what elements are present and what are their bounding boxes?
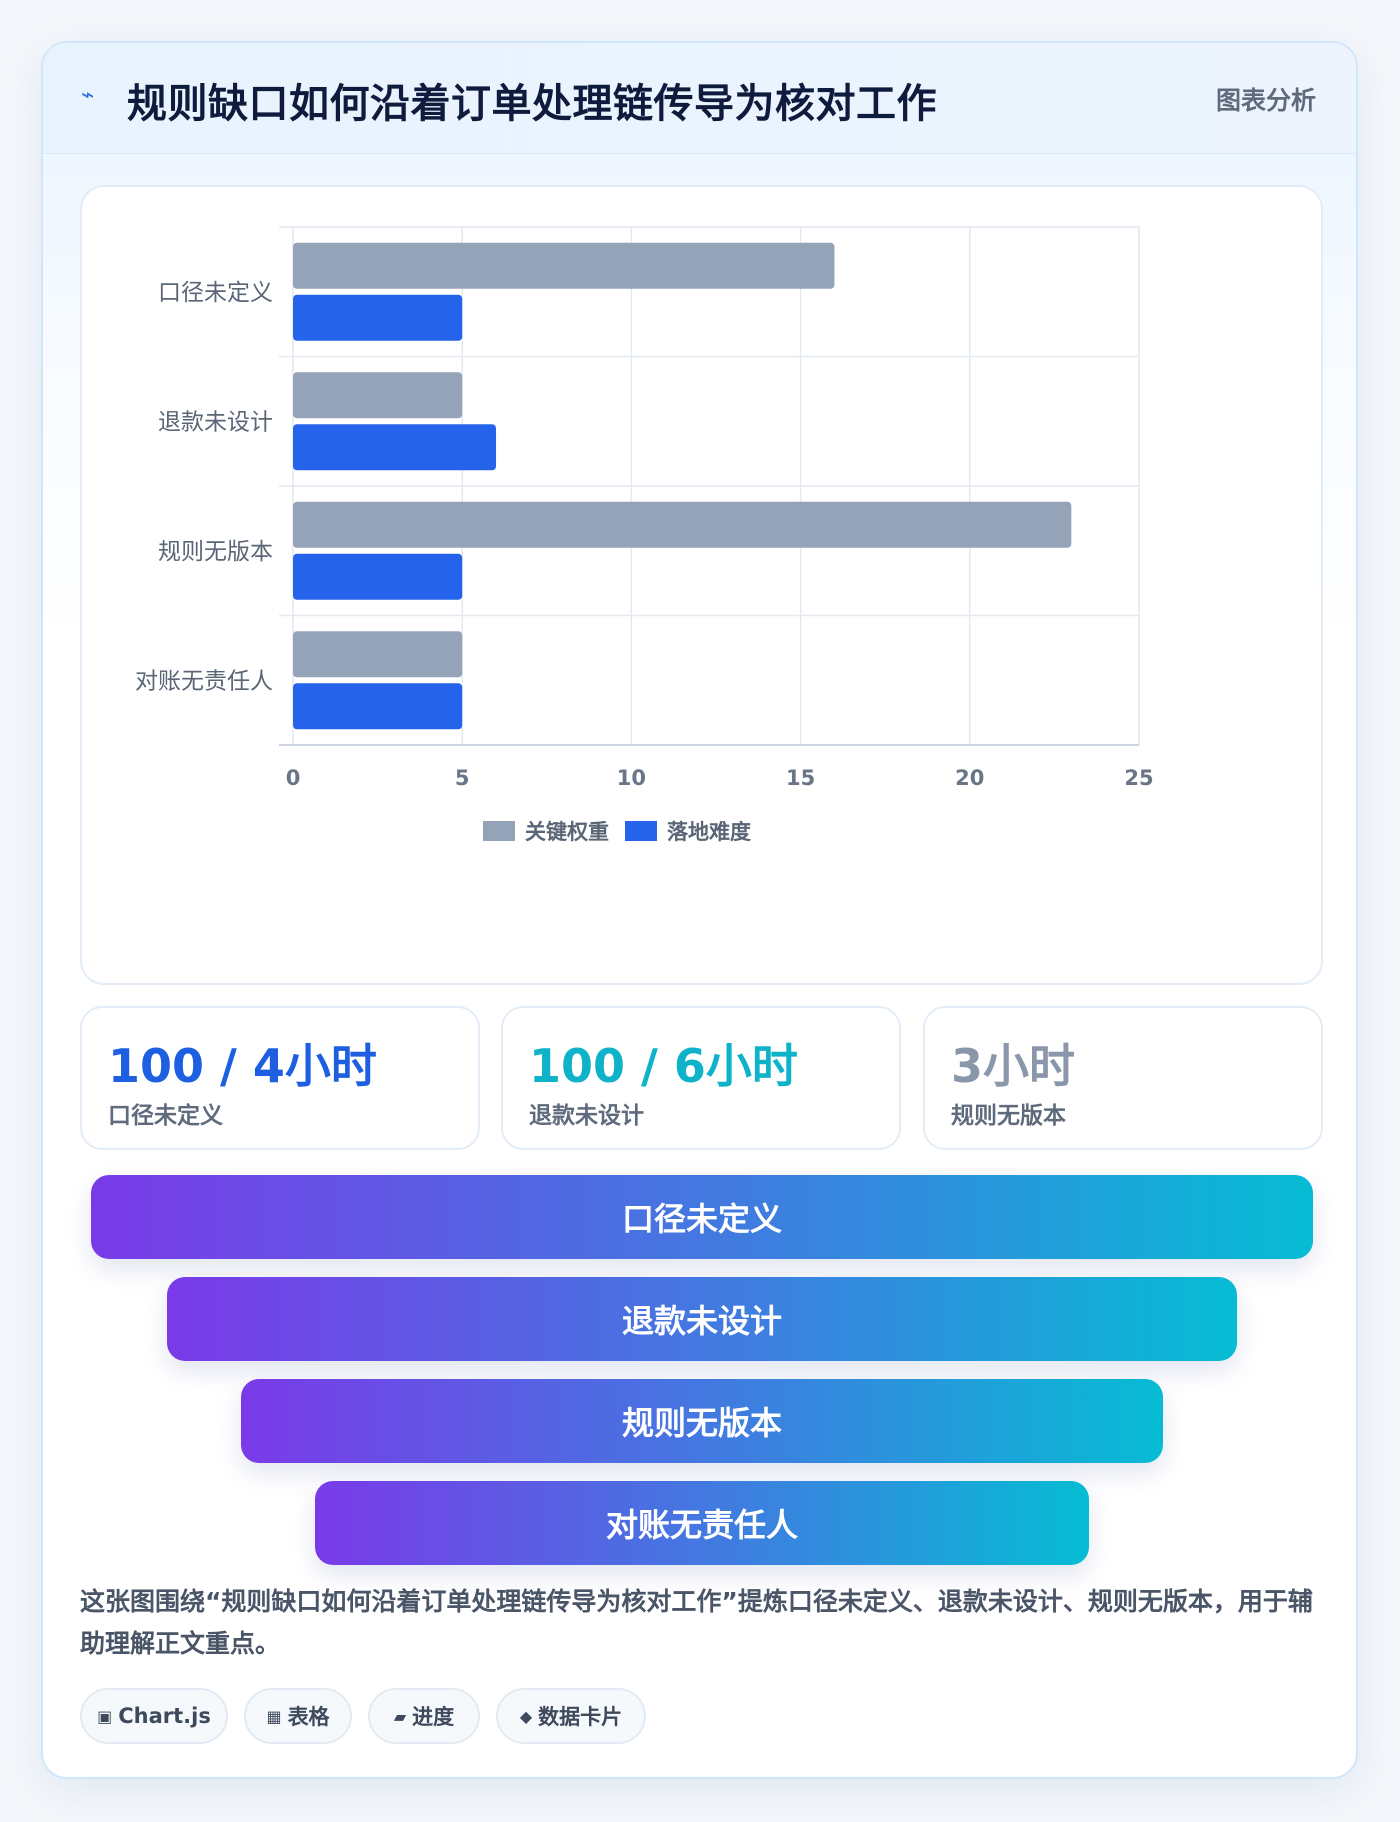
- stat-card: 3小时 规则无版本: [923, 1006, 1323, 1150]
- chip-progress[interactable]: ▰ 进度: [368, 1688, 480, 1744]
- funnel-stage: 规则无版本: [241, 1379, 1163, 1463]
- y-tick-label: 规则无版本: [158, 539, 273, 565]
- chip-label: 表格: [287, 1705, 330, 1729]
- legend-label: 落地难度: [667, 820, 751, 844]
- stat-value: 100 / 6小时: [529, 1039, 798, 1093]
- chip-label: Chart.js: [118, 1704, 211, 1728]
- card-header: ⌁ 规则缺口如何沿着订单处理链传导为核对工作 图表分析: [43, 43, 1356, 154]
- bar: [293, 501, 1072, 548]
- x-tick-label: 15: [786, 766, 815, 790]
- x-tick-label: 25: [1124, 766, 1153, 790]
- legend-swatch: [625, 821, 657, 841]
- stat-label: 口径未定义: [108, 1103, 223, 1129]
- bar: [293, 242, 835, 289]
- chart-panel: 口径未定义退款未设计规则无版本对账无责任人 0 5 10 15 20 25 关键权重 落地难度: [80, 185, 1323, 985]
- y-tick-label: 退款未设计: [158, 409, 273, 435]
- funnel-stage: 口径未定义: [91, 1175, 1313, 1259]
- x-tick-label: 5: [455, 766, 470, 790]
- x-tick-label: 0: [286, 766, 301, 790]
- bar: [293, 294, 463, 341]
- x-tick-label: 20: [955, 766, 984, 790]
- y-tick-label: 对账无责任人: [135, 668, 273, 694]
- table-icon: ▦: [266, 1706, 282, 1726]
- chart-card: ⌁ 规则缺口如何沿着订单处理链传导为核对工作 图表分析 口径未定义 退款未设计 规则…: [41, 41, 1358, 1779]
- diamond-icon: ◆: [519, 1706, 533, 1726]
- summary-text: 这张图围绕“规则缺口如何沿着订单处理链传导为核对工作”提炼口径未定义、退款未设计…: [80, 1587, 1313, 1658]
- chip-chartjs[interactable]: ▣ Chart.js: [80, 1688, 228, 1744]
- lightning-icon: ⌁: [81, 83, 95, 108]
- bar: [293, 424, 497, 471]
- chip-label: 数据卡片: [538, 1705, 623, 1729]
- stat-card: 100 / 6小时 退款未设计: [501, 1006, 901, 1150]
- chip-label: 进度: [412, 1705, 455, 1729]
- legend-label: 关键权重: [525, 820, 609, 844]
- funnel-stage: 对账无责任人: [315, 1481, 1089, 1565]
- stat-label: 退款未设计: [529, 1103, 644, 1129]
- chart-analysis-tag: 图表分析: [1215, 86, 1316, 115]
- stat-value: 100 / 4小时: [108, 1039, 377, 1093]
- y-tick-label: 口径未定义: [158, 280, 273, 306]
- bar: [293, 372, 463, 419]
- stat-value: 3小时: [951, 1039, 1076, 1093]
- bar: [293, 631, 463, 678]
- legend-swatch: [483, 821, 515, 841]
- bar: [293, 683, 463, 730]
- stat-card: 100 / 4小时 口径未定义: [80, 1006, 480, 1150]
- funnel-stage: 退款未设计: [167, 1277, 1237, 1361]
- page-title: 规则缺口如何沿着订单处理链传导为核对工作: [127, 81, 937, 127]
- bar: [293, 553, 463, 600]
- chip-table[interactable]: ▦ 表格: [244, 1688, 352, 1744]
- x-tick-label: 10: [617, 766, 646, 790]
- progress-icon: ▰: [393, 1706, 407, 1726]
- square-icon: ▣: [97, 1706, 113, 1726]
- stats-row: 100 / 4小时 口径未定义 100 / 6小时 退款未设计 3小时 规则无版…: [80, 1006, 1323, 1150]
- chip-data-card[interactable]: ◆ 数据卡片: [496, 1688, 646, 1744]
- stat-label: 规则无版本: [951, 1103, 1066, 1129]
